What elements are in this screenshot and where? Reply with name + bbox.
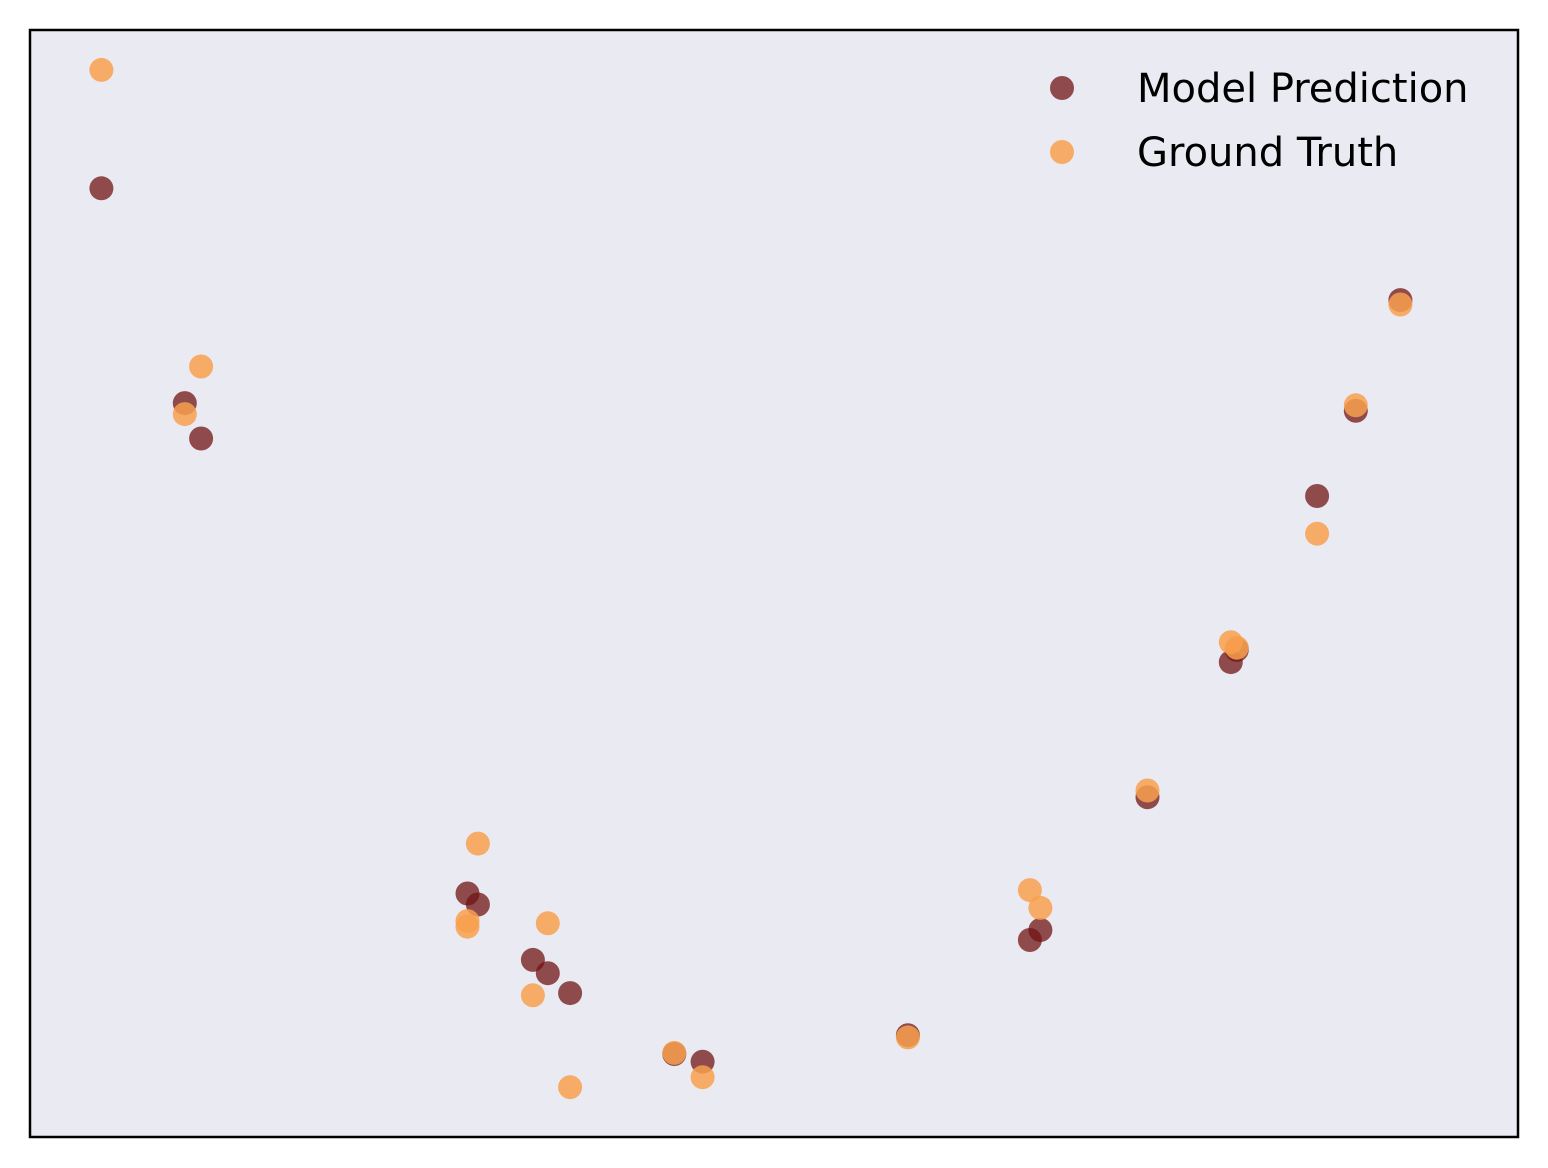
series-2-point-18 — [1305, 521, 1330, 546]
series-2-point-9 — [558, 1075, 583, 1100]
plot-background — [30, 30, 1518, 1137]
legend: Model Prediction Ground Truth — [1050, 66, 1469, 176]
series-2 — [89, 57, 1413, 1100]
legend-marker-1 — [1050, 76, 1074, 100]
legend-label-1: Model Prediction — [1137, 66, 1469, 112]
legend-label-2: Ground Truth — [1137, 130, 1398, 176]
series-2-point-20 — [1388, 292, 1413, 317]
series-2-point-11 — [690, 1065, 715, 1090]
series-2-point-10 — [662, 1040, 687, 1065]
series-1-point-17 — [1305, 484, 1330, 508]
series-1-point-3 — [189, 426, 214, 451]
series-1-point-8 — [558, 981, 583, 1006]
series-2-point-2 — [189, 354, 214, 379]
series-2-point-14 — [1028, 895, 1053, 920]
series-2-point-8 — [520, 983, 545, 1008]
points-layer — [89, 57, 1413, 1100]
series-2-point-19 — [1343, 393, 1368, 418]
series-2-point-13 — [1017, 878, 1042, 903]
series-2-point-3 — [172, 402, 197, 427]
series-2-point-15 — [1135, 778, 1160, 803]
series-1-point-1 — [89, 176, 114, 201]
series-2-point-4 — [465, 831, 490, 856]
series-2-point-7 — [535, 911, 560, 936]
series-2-point-12 — [895, 1025, 920, 1050]
series-1-point-13 — [1028, 918, 1053, 942]
legend-marker-2 — [1050, 140, 1074, 164]
series-2-point-17 — [1224, 635, 1249, 660]
series-2-point-1 — [89, 57, 114, 82]
plot-frame — [28, 28, 1520, 1139]
series-2-point-6 — [455, 914, 480, 939]
series-1-point-7 — [535, 961, 560, 986]
